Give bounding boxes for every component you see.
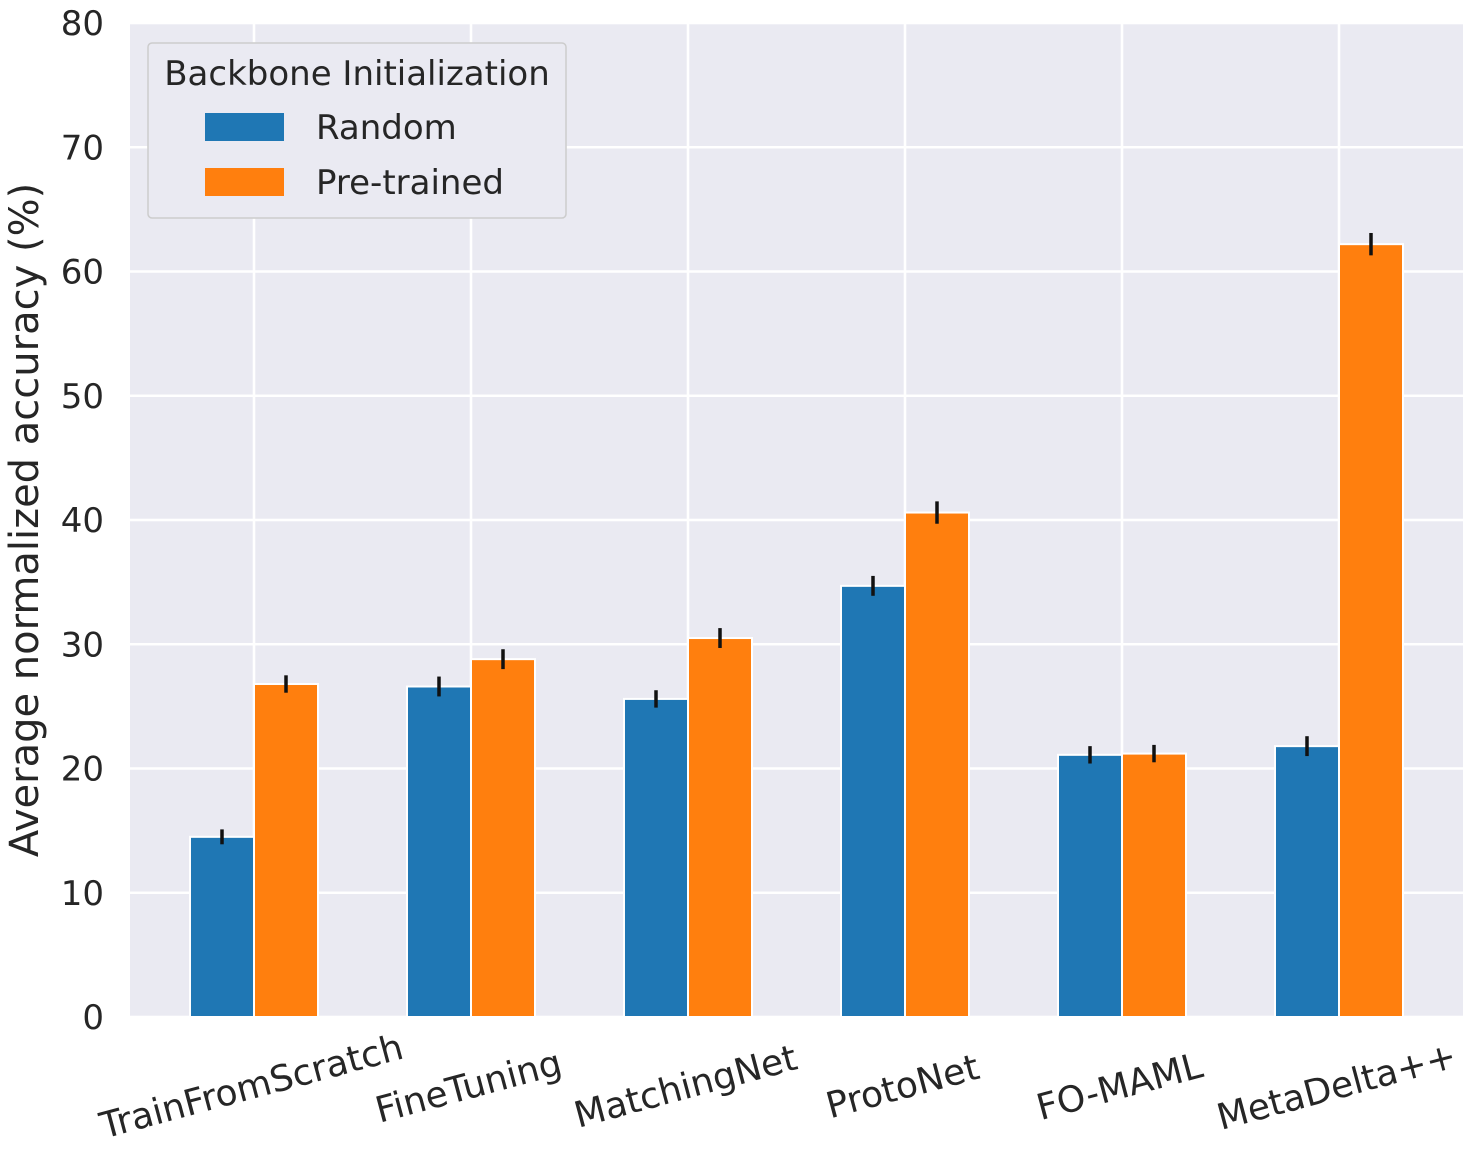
x-tick-label: FO-MAML bbox=[1032, 1045, 1207, 1129]
y-tick-label: 70 bbox=[61, 128, 104, 168]
y-tick-labels: 0 10 20 30 40 50 60 70 80 bbox=[61, 4, 104, 1038]
legend-swatch-random bbox=[205, 113, 284, 141]
bar-pre-trained-trainfromscratch bbox=[253, 683, 319, 1018]
bar-pre-trained-fo-maml bbox=[1121, 752, 1187, 1019]
x-tick-label: MatchingNet bbox=[570, 1038, 802, 1137]
bar-pre-trained-metadelta- bbox=[1338, 243, 1404, 1019]
legend-label-pre-trained: Pre-trained bbox=[316, 163, 504, 203]
y-tick-label: 60 bbox=[61, 253, 104, 293]
bar-pre-trained-matchingnet bbox=[687, 637, 753, 1018]
bar-random-metadelta- bbox=[1274, 745, 1340, 1018]
bar-random-fo-maml bbox=[1057, 753, 1123, 1019]
bar-random-matchingnet bbox=[623, 697, 689, 1018]
y-tick-label: 0 bbox=[82, 998, 104, 1038]
bar-random-finetuning bbox=[406, 685, 472, 1018]
bar-random-trainfromscratch bbox=[189, 835, 255, 1019]
y-tick-label: 50 bbox=[61, 377, 104, 417]
error-bars bbox=[220, 232, 1373, 845]
y-tick-label: 30 bbox=[61, 625, 104, 665]
x-tick-label: TrainFromScratch bbox=[95, 1027, 408, 1148]
x-tick-label: ProtoNet bbox=[822, 1047, 984, 1127]
bar-pre-trained-finetuning bbox=[470, 658, 536, 1018]
y-tick-label: 10 bbox=[61, 874, 104, 914]
y-axis-label: Average normalized accuracy (%) bbox=[2, 183, 48, 857]
y-tick-label: 20 bbox=[61, 750, 104, 790]
legend-label-random: Random bbox=[316, 108, 457, 148]
bars bbox=[189, 243, 1404, 1019]
x-tick-label: MetaDelta++ bbox=[1213, 1036, 1461, 1139]
y-tick-label: 40 bbox=[61, 501, 104, 541]
legend: Backbone Initialization Random Pre-train… bbox=[147, 42, 567, 219]
legend-title: Backbone Initialization bbox=[164, 54, 550, 94]
legend-swatch-pre-trained bbox=[205, 168, 284, 196]
bar-random-protonet bbox=[840, 584, 906, 1018]
y-tick-label: 80 bbox=[61, 4, 104, 44]
bar-pre-trained-protonet bbox=[904, 511, 970, 1018]
